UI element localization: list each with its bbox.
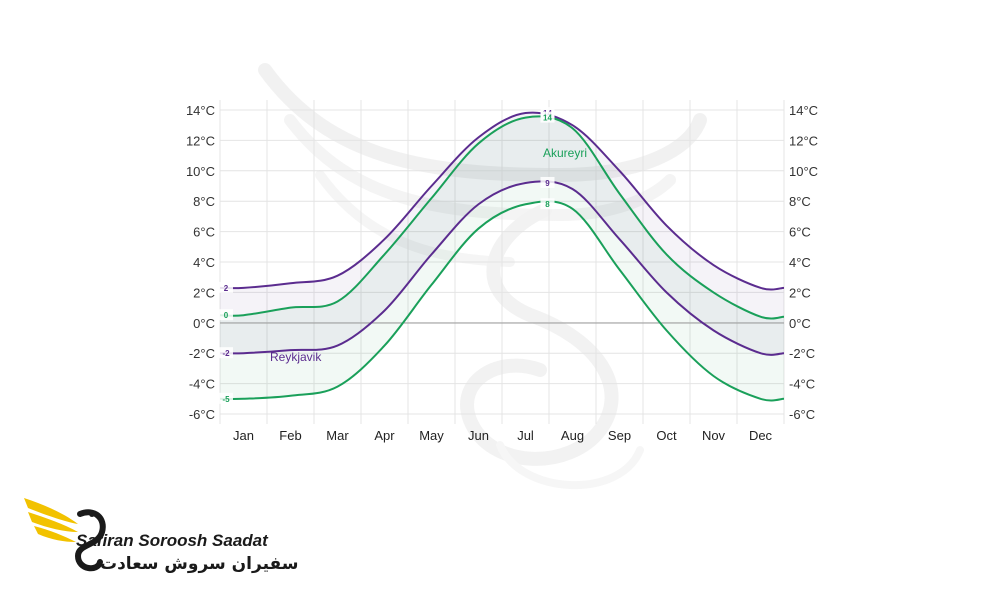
data-label: 14: [543, 114, 552, 123]
x-tick-label: Dec: [749, 428, 773, 443]
y-tick-label: -2°C: [189, 346, 215, 361]
reykjavik-label: Reykjavik: [270, 350, 322, 364]
x-tick-label: Oct: [656, 428, 677, 443]
series-line-3: [219, 200, 785, 402]
data-label-bg: [540, 111, 555, 123]
data-label-bg: [219, 392, 233, 404]
y-tick-label-right: -6°C: [789, 407, 815, 422]
y-tick-label: 6°C: [193, 225, 215, 240]
y-tick-label: 14°C: [186, 103, 215, 118]
reykjavik-band: [220, 112, 784, 355]
akureyri-band: [220, 116, 784, 401]
y-tick-label: 8°C: [193, 194, 215, 209]
y-tick-label: 4°C: [193, 255, 215, 270]
y-tick-label: 0°C: [193, 316, 215, 331]
temperature-bands: [220, 112, 784, 401]
y-tick-label-right: 4°C: [789, 255, 811, 270]
series-line-2: [219, 115, 785, 320]
x-tick-label: Sep: [608, 428, 631, 443]
x-axis: Jan Feb Mar Apr May Jun Jul Aug Sep Oct Nov Dec: [233, 428, 773, 443]
data-label: 2: [224, 284, 229, 293]
wing-icon: [24, 498, 106, 572]
y-tick-label-right: 8°C: [789, 194, 811, 209]
y-tick-label: 12°C: [186, 133, 215, 148]
brand-logo: [24, 498, 106, 572]
data-label: 0: [224, 311, 229, 320]
y-tick-label-right: 10°C: [789, 164, 818, 179]
x-tick-label: Nov: [702, 428, 726, 443]
data-label-bg: [219, 347, 233, 359]
brand-name-persian: سفیران سروش سعادت: [100, 554, 299, 574]
series-line-0: [219, 111, 785, 291]
series-line-1: [219, 180, 785, 356]
y-tick-label: 2°C: [193, 285, 215, 300]
data-label: -2: [222, 349, 230, 358]
y-tick-label: 10°C: [186, 164, 215, 179]
y-tick-label-right: -2°C: [789, 346, 815, 361]
x-tick-label: Apr: [374, 428, 395, 443]
data-label-bg: [540, 198, 555, 210]
data-label-bg: [219, 281, 233, 293]
y-tick-label-right: 14°C: [789, 103, 818, 118]
x-tick-label: Aug: [561, 428, 584, 443]
y-tick-label: -4°C: [189, 377, 215, 392]
data-label: -5: [222, 395, 230, 404]
y-tick-label-right: 0°C: [789, 316, 811, 331]
y-tick-label-right: 6°C: [789, 225, 811, 240]
data-label-bg: [219, 309, 233, 321]
x-tick-label: Mar: [326, 428, 349, 443]
x-tick-label: May: [419, 428, 444, 443]
left-y-axis: 14°C 12°C 10°C 8°C 6°C 4°C 2°C 0°C -2°C -4°C -6°C: [186, 103, 215, 422]
y-tick-label: -6°C: [189, 407, 215, 422]
right-y-axis: 14°C 12°C 10°C 8°C 6°C 4°C 2°C 0°C -2°C -4°C -6°C: [789, 103, 818, 422]
grid: [219, 100, 785, 424]
data-label-bg: [540, 176, 555, 188]
x-tick-label: Jun: [468, 428, 489, 443]
x-tick-label: Jul: [517, 428, 534, 443]
data-label: 8: [545, 200, 550, 209]
watermark-logo: [258, 63, 707, 490]
series-lines: [219, 111, 785, 402]
y-tick-label-right: -4°C: [789, 377, 815, 392]
y-tick-label-right: 2°C: [789, 285, 811, 300]
data-label: 9: [545, 179, 550, 188]
x-tick-label: Jan: [233, 428, 254, 443]
x-tick-label: Feb: [279, 428, 301, 443]
y-tick-label-right: 12°C: [789, 133, 818, 148]
akureyri-label: Akureyri: [543, 146, 587, 160]
brand-name-english: Safiran Soroosh Saadat: [76, 531, 268, 550]
